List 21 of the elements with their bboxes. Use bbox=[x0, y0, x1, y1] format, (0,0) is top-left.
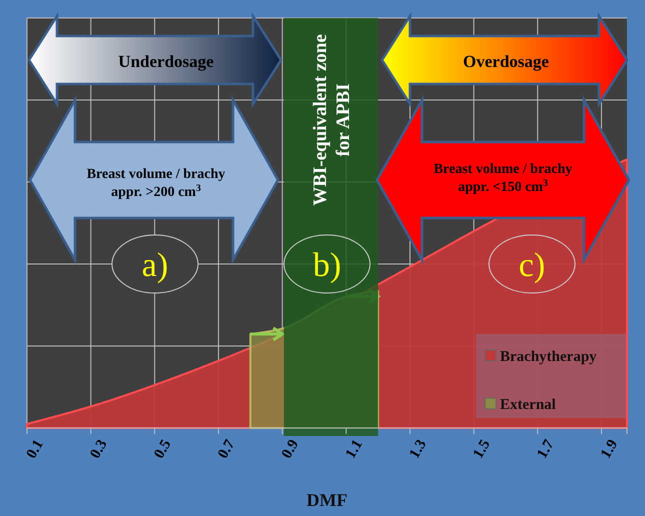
text: Underdosage bbox=[118, 52, 214, 71]
x-tick-label: 1.9 bbox=[598, 437, 622, 462]
x-axis-title: DMF bbox=[306, 490, 348, 510]
legend-label: External bbox=[500, 397, 556, 413]
annotation: b) bbox=[312, 247, 342, 284]
x-tick-label: 1.5 bbox=[470, 437, 494, 462]
annotation: Breast volume / brachy appr. <150 cm$^{3}$ bbox=[434, 162, 572, 195]
x-tick-label: 0.5 bbox=[151, 437, 174, 462]
annotation: a) bbox=[142, 247, 168, 284]
annotation: c) bbox=[518, 247, 546, 284]
legend-label: Brachytherapy bbox=[500, 349, 598, 365]
x-tick-label: 0.1 bbox=[24, 437, 47, 462]
x-tick-label: 1.1 bbox=[342, 437, 366, 462]
x-tick-label: 0.7 bbox=[215, 436, 239, 462]
x-tick-label: 1.3 bbox=[406, 437, 430, 462]
x-tick-label: 0.3 bbox=[87, 437, 111, 462]
annotation: Breast volume / brachy appr. >200 cm$^{3}$ bbox=[86, 167, 226, 200]
text: Overdosage bbox=[463, 52, 550, 71]
x-tick-label: 1.7 bbox=[534, 436, 558, 462]
x-tick-label: 0.9 bbox=[278, 437, 302, 462]
band-label: WBI-equivalent zone for APBI bbox=[310, 34, 354, 206]
